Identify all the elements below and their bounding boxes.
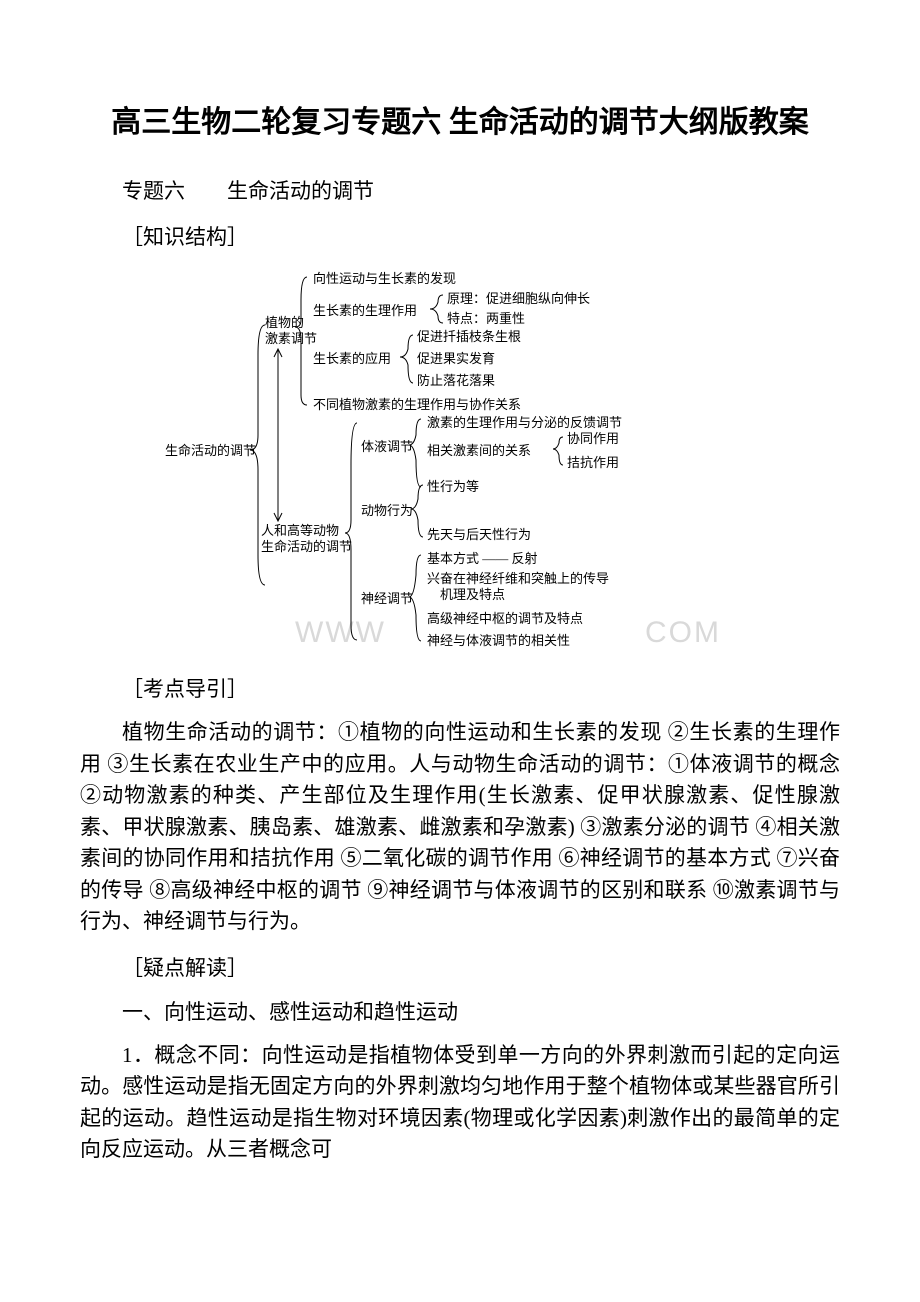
plant-row3-head: 生长素的应用 [313,351,391,367]
plant-row2-a: 原理：促进细胞纵向伸长 [447,291,590,307]
plant-row4: 不同植物激素的生理作用与协作关系 [313,397,521,413]
plant-row2-head: 生长素的生理作用 [313,303,417,319]
plant-row3-c: 防止落花落果 [417,373,495,389]
behavior-a: 先天与后天性行为 [427,527,531,543]
knowledge-structure-diagram: WWW COM 生命活动的调节 植物的 激素调节 向性运动与生长素的发现 生长素… [80,265,840,655]
page-title: 高三生物二轮复习专题六 生命活动的调节大纲版教案 [80,100,840,145]
section-exam-header: ［考点导引］ [80,673,840,703]
subtitle-prefix: 专题六 [122,179,185,203]
nerve-a: 基本方式 —— 反射 [427,551,538,567]
root-label: 生命活动的调节 [165,443,256,459]
humoral-a: 激素的生理作用与分泌的反馈调节 [427,415,622,431]
humoral-b1: 协同作用 [567,431,619,447]
doubt-paragraph-1: 1．概念不同：向性运动是指植物体受到单一方向的外界刺激而引起的定向运动。感性运动… [80,1040,840,1166]
plant-label: 植物的 激素调节 [265,315,317,346]
topic-subtitle: 专题六 生命活动的调节 [80,175,840,205]
nerve-label: 神经调节 [361,591,413,607]
plant-row1: 向性运动与生长素的发现 [313,271,456,287]
humoral-c: 性行为等 [427,479,479,495]
plant-row2-b: 特点：两重性 [447,311,525,327]
section-structure-header: ［知识结构］ [80,221,840,251]
behavior-label: 动物行为 [361,503,413,519]
nerve-d: 神经与体液调节的相关性 [427,633,570,649]
humoral-b: 相关激素间的关系 [427,443,531,459]
nerve-b: 兴奋在神经纤维和突触上的传导 机理及特点 [427,571,609,602]
plant-row3-a: 促进扦插枝条生根 [417,329,521,345]
humoral-b2: 拮抗作用 [567,455,619,471]
plant-row3-b: 促进果实发育 [417,351,495,367]
nerve-c: 高级神经中枢的调节及特点 [427,611,583,627]
humoral-label: 体液调节 [361,439,413,455]
section-doubt-header: ［疑点解读］ [80,952,840,982]
doubt-heading-1: 一、向性运动、感性运动和趋性运动 [80,996,840,1026]
animal-label: 人和高等动物 生命活动的调节 [261,523,352,554]
subtitle-main: 生命活动的调节 [227,179,374,203]
exam-paragraph: 植物生命活动的调节：①植物的向性运动和生长素的发现 ②生长素的生理作用 ③生长素… [80,717,840,938]
